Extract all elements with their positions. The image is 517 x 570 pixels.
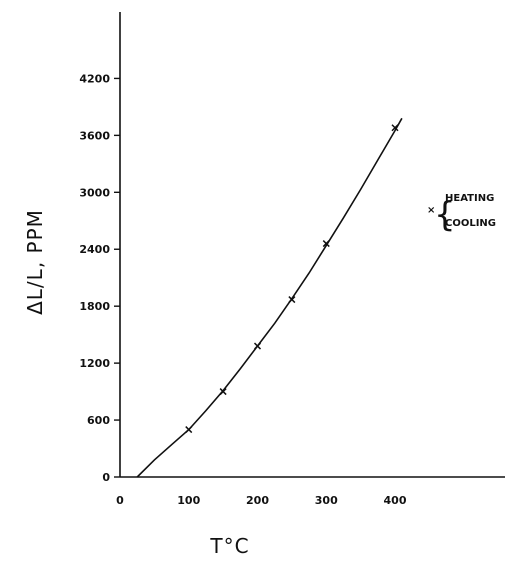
y-tick-label: 0 — [102, 471, 110, 484]
y-tick-label: 1200 — [79, 357, 110, 370]
data-points — [185, 124, 399, 434]
x-tick-label: 300 — [315, 494, 338, 507]
x-axis-title: T°C — [209, 534, 249, 558]
y-axis-title: ΔL/L, PPM — [23, 209, 47, 315]
x-tick-label: 100 — [177, 494, 200, 507]
y-tick-label: 1800 — [79, 300, 110, 313]
y-tick-label: 3600 — [79, 129, 110, 142]
x-tick-label: 400 — [384, 494, 407, 507]
data-point — [185, 426, 193, 434]
x-ticks: 0 100 200 300 400 — [116, 494, 407, 507]
legend-marker-symbol: × — [427, 205, 435, 216]
y-tick-label: 4200 — [79, 72, 110, 85]
data-point — [322, 240, 330, 248]
fit-curve — [136, 117, 403, 478]
data-point — [253, 342, 262, 350]
data-point — [219, 388, 227, 396]
data-point — [288, 296, 296, 304]
x-tick-label: 0 — [116, 494, 124, 507]
y-tick-label: 2400 — [79, 243, 110, 256]
y-tick-label: 3000 — [79, 186, 110, 199]
legend: × { HEATING COOLING — [427, 193, 496, 235]
x-tick-label: 200 — [246, 494, 269, 507]
legend-entry-heating: HEATING — [445, 193, 494, 204]
legend-brace: { — [434, 195, 456, 235]
y-tick-label: 600 — [87, 414, 110, 427]
data-point — [391, 124, 399, 132]
legend-entry-cooling: COOLING — [445, 218, 496, 229]
y-ticks: 0 600 1200 1800 2400 3000 3600 4200 — [79, 72, 120, 484]
